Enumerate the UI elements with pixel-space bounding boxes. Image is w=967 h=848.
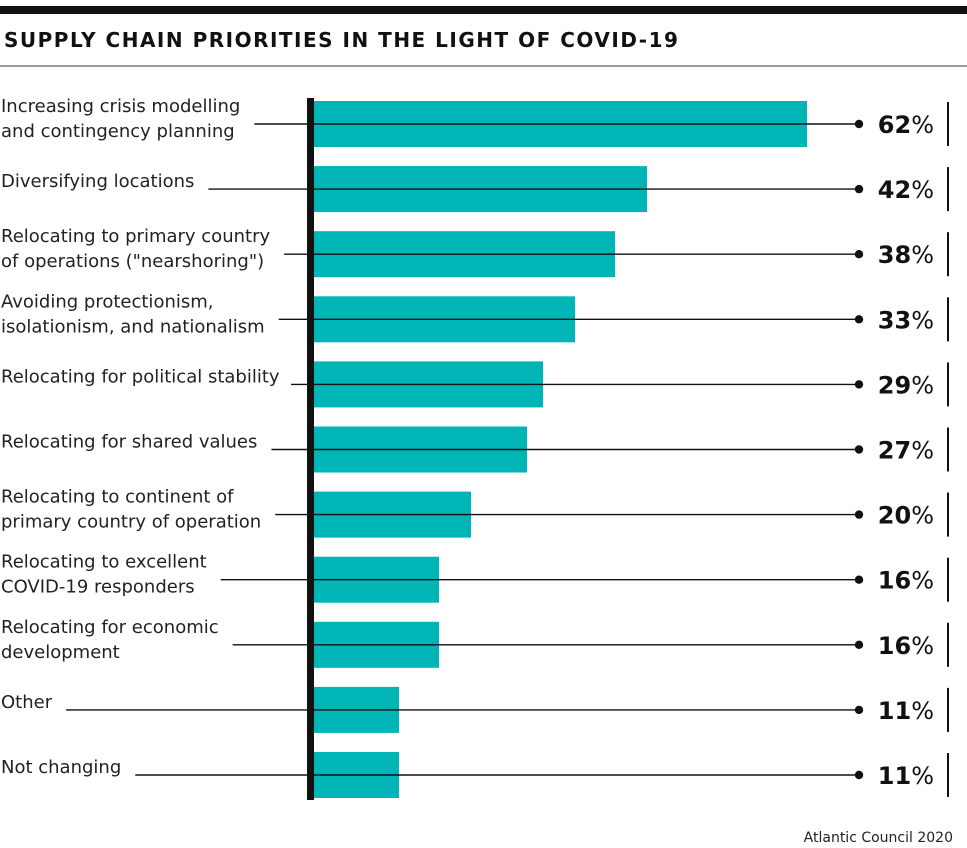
y-axis-bar	[307, 98, 314, 800]
value-label: 27%	[878, 437, 934, 465]
leader-dot	[854, 770, 864, 780]
category-label: Relocating for shared values	[1, 432, 257, 453]
value-label: 11%	[878, 762, 934, 790]
category-label: of operations ("nearshoring")	[1, 251, 264, 272]
category-label: Relocating for economic	[1, 617, 219, 638]
category-label: Relocating to primary country	[1, 226, 270, 247]
value-label: 20%	[878, 502, 934, 530]
value-label: 33%	[878, 306, 934, 334]
category-label: Diversifying locations	[1, 171, 194, 192]
source-credit: Atlantic Council 2020	[803, 830, 953, 846]
category-label: Increasing crisis modelling	[1, 96, 240, 117]
title-rule	[0, 65, 967, 67]
value-label: 42%	[878, 176, 934, 204]
leader-dot	[854, 184, 864, 194]
category-label: and contingency planning	[1, 121, 235, 142]
value-label: 29%	[878, 371, 934, 399]
category-label: Not changing	[1, 757, 121, 778]
leader-dot	[854, 575, 864, 584]
value-label: 62%	[878, 111, 934, 139]
category-label: isolationism, and nationalism	[1, 316, 265, 337]
category-label: Avoiding protectionism,	[1, 291, 214, 312]
leader-dot	[854, 315, 864, 324]
leader-dot	[854, 119, 864, 129]
category-label: Relocating to excellent	[1, 552, 207, 573]
value-label: 16%	[878, 632, 934, 660]
category-label: Relocating to continent of	[1, 487, 234, 508]
category-label: primary country of operation	[1, 512, 261, 533]
category-label: COVID-19 responders	[1, 577, 195, 598]
top-rule	[0, 6, 967, 14]
leader-dot	[854, 705, 864, 715]
leader-dot	[854, 380, 864, 389]
leader-dot	[854, 640, 864, 649]
leader-dot	[854, 445, 864, 454]
value-label: 38%	[878, 241, 934, 269]
chart-title: SUPPLY CHAIN PRIORITIES IN THE LIGHT OF …	[4, 28, 680, 52]
category-label: Relocating for political stability	[1, 366, 280, 387]
value-label: 16%	[878, 567, 934, 595]
category-label: Other	[1, 692, 53, 713]
category-label: development	[1, 642, 120, 663]
leader-dot	[854, 250, 864, 259]
leader-dot	[854, 510, 864, 519]
value-label: 11%	[878, 697, 934, 725]
